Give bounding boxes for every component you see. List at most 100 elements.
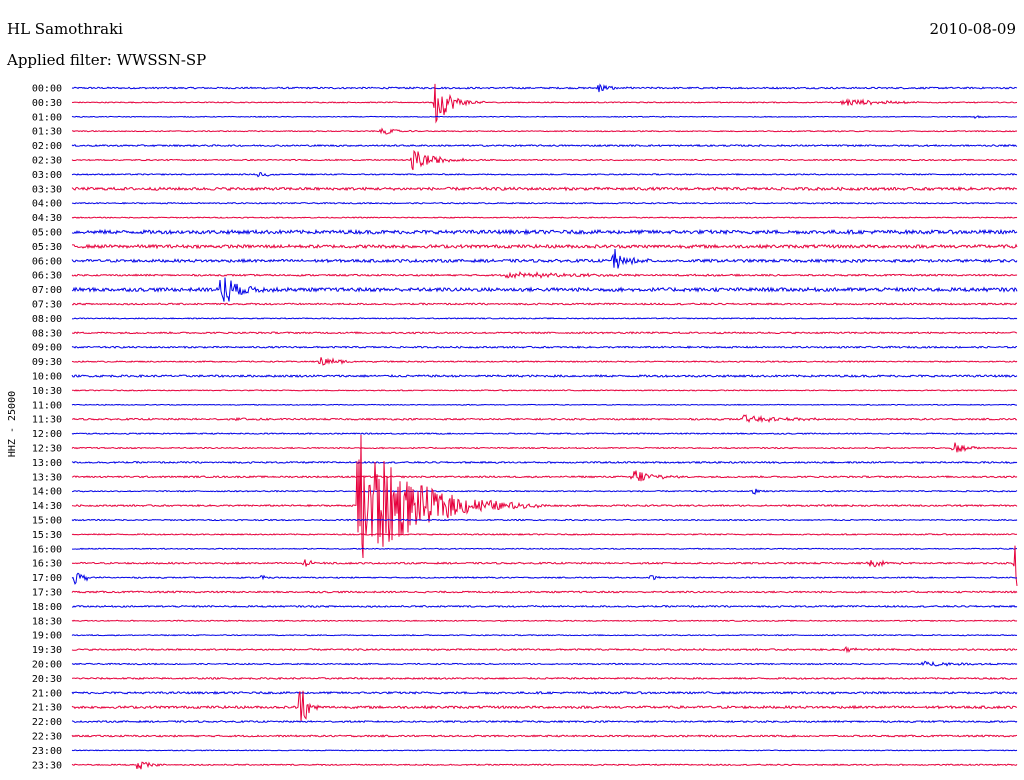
row-time-label: 21:30 (32, 703, 62, 714)
row-time-label: 05:30 (32, 242, 62, 253)
row-time-label: 04:00 (32, 199, 62, 210)
row-time-label: 12:00 (32, 429, 62, 440)
seismic-trace (71, 127, 1018, 135)
seismic-trace (71, 317, 1018, 320)
row-time-label: 22:00 (32, 717, 62, 728)
row-time-label: 06:30 (32, 271, 62, 282)
row-time-label: 09:30 (32, 357, 62, 368)
seismic-trace (71, 83, 1018, 93)
row-time-label: 03:30 (32, 184, 62, 195)
station-title: HL Samothraki (7, 20, 123, 38)
seismic-trace (71, 572, 1018, 585)
seismic-trace (71, 434, 1018, 559)
y-axis-label: HHZ - 25000 (7, 391, 18, 457)
seismic-trace (71, 619, 1018, 622)
seismic-trace (71, 518, 1018, 522)
seismic-trace (71, 533, 1018, 536)
seismic-trace (71, 590, 1018, 594)
date-label: 2010-08-09 (929, 20, 1016, 38)
row-time-label: 10:30 (32, 386, 62, 397)
seismic-trace (72, 243, 1018, 250)
seismic-trace (71, 690, 1018, 722)
seismic-trace (71, 143, 1018, 148)
seismic-trace (71, 248, 1018, 269)
row-time-label: 00:30 (32, 98, 62, 109)
row-time-label: 03:00 (32, 170, 62, 181)
row-time-label: 12:30 (32, 444, 62, 455)
row-time-label: 17:00 (32, 573, 62, 584)
filter-label: Applied filter: WWSSN-SP (7, 51, 207, 69)
seismic-trace (71, 389, 1018, 392)
row-time-label: 19:30 (32, 645, 62, 656)
row-time-label: 09:00 (32, 343, 62, 354)
seismic-trace (71, 201, 1018, 205)
seismic-trace (71, 734, 1018, 738)
row-time-label: 18:30 (32, 616, 62, 627)
seismic-trace (71, 83, 1018, 124)
seismic-trace (72, 302, 1017, 306)
row-time-label: 01:30 (32, 127, 62, 138)
seismic-trace (71, 277, 1018, 302)
row-time-label: 15:30 (32, 530, 62, 541)
row-time-label: 07:00 (32, 285, 62, 296)
row-time-label: 23:00 (32, 746, 62, 757)
seismic-trace (71, 357, 1018, 366)
row-time-label: 07:30 (32, 300, 62, 311)
seismic-trace (71, 373, 1018, 379)
row-time-label: 14:30 (32, 501, 62, 512)
seismic-trace (71, 345, 1018, 349)
row-time-label: 02:30 (32, 156, 62, 167)
seismic-trace (71, 634, 1018, 637)
row-time-label: 20:30 (32, 674, 62, 685)
seismic-trace (71, 216, 1018, 219)
row-time-label: 21:00 (32, 688, 62, 699)
seismic-trace (71, 749, 1018, 752)
seismic-trace (71, 488, 1018, 495)
row-time-label: 23:30 (32, 760, 62, 771)
row-time-label: 11:30 (32, 415, 62, 426)
seismic-trace (71, 660, 1018, 667)
seismic-trace (71, 676, 1018, 681)
row-time-label: 19:00 (32, 631, 62, 642)
row-time-label: 01:00 (32, 112, 62, 123)
row-time-label: 02:00 (32, 141, 62, 152)
seismic-trace (72, 414, 1018, 424)
row-time-label: 17:30 (32, 588, 62, 599)
seismic-trace (71, 604, 1018, 608)
seismic-trace (71, 172, 1018, 178)
seismic-trace (71, 228, 1018, 236)
seismic-trace (72, 547, 1017, 550)
seismic-trace (71, 545, 1018, 586)
row-time-label: 00:00 (32, 84, 62, 95)
seismic-trace (71, 432, 1018, 435)
seismic-trace (71, 690, 1018, 695)
seismic-trace (71, 115, 1018, 120)
seismic-trace (71, 470, 1018, 482)
seismic-trace (71, 645, 1018, 654)
seismic-trace (71, 460, 1018, 465)
seismic-trace (71, 761, 1018, 770)
row-time-label: 16:00 (32, 544, 62, 555)
row-time-label: 13:00 (32, 458, 62, 469)
row-time-label: 18:00 (32, 602, 62, 613)
row-time-label: 06:00 (32, 256, 62, 267)
row-time-label: 20:00 (32, 660, 62, 671)
seismic-trace (71, 270, 1018, 280)
seismic-trace (71, 442, 1017, 453)
row-time-label: 15:00 (32, 516, 62, 527)
row-time-label: 08:00 (32, 314, 62, 325)
row-time-label: 16:30 (32, 559, 62, 570)
seismic-trace (71, 719, 1018, 724)
row-time-label: 14:00 (32, 487, 62, 498)
seismic-trace (71, 186, 1018, 192)
row-time-label: 22:30 (32, 732, 62, 743)
row-time-label: 04:30 (32, 213, 62, 224)
row-time-label: 08:30 (32, 328, 62, 339)
row-time-label: 13:30 (32, 472, 62, 483)
row-time-label: 05:00 (32, 228, 62, 239)
seismic-trace (71, 403, 1017, 406)
row-time-label: 10:00 (32, 372, 62, 383)
row-time-label: 11:00 (32, 400, 62, 411)
seismic-trace (71, 149, 1018, 171)
